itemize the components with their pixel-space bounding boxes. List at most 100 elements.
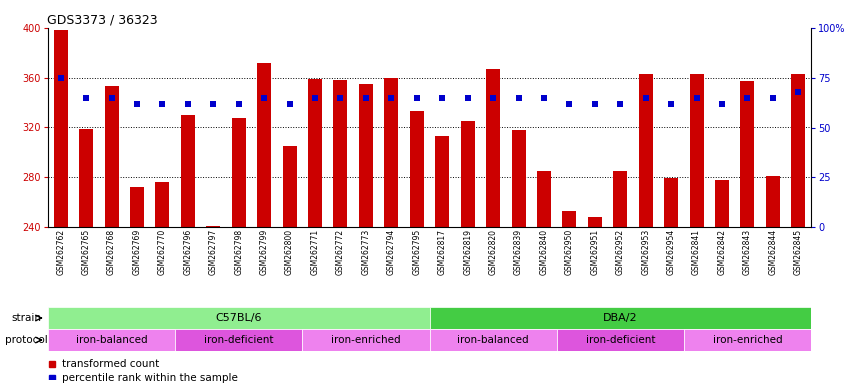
Text: iron-balanced: iron-balanced [76, 335, 147, 345]
Point [486, 94, 500, 101]
Bar [613, 171, 627, 227]
Point [436, 94, 449, 101]
Text: GSM262951: GSM262951 [591, 228, 599, 275]
Bar [302, 329, 430, 351]
Bar [130, 187, 144, 227]
Point [105, 94, 118, 101]
Point [613, 101, 627, 107]
Bar [48, 308, 430, 329]
Text: iron-balanced: iron-balanced [458, 335, 529, 345]
Text: percentile rank within the sample: percentile rank within the sample [62, 372, 238, 382]
Bar [333, 80, 348, 227]
Text: GSM262773: GSM262773 [361, 228, 371, 275]
Point [181, 101, 195, 107]
Point [410, 94, 424, 101]
Point [537, 94, 551, 101]
Bar [384, 78, 398, 227]
Bar [105, 86, 118, 227]
Point [156, 101, 169, 107]
Point [563, 101, 576, 107]
Point [54, 74, 68, 81]
Point [206, 101, 220, 107]
Bar [486, 69, 500, 227]
Point [766, 94, 780, 101]
Point [257, 94, 271, 101]
Text: GSM262797: GSM262797 [209, 228, 217, 275]
Text: GSM262842: GSM262842 [717, 228, 727, 275]
Point [232, 101, 245, 107]
Bar [664, 179, 678, 227]
Text: GSM262796: GSM262796 [184, 228, 192, 275]
Bar [461, 121, 475, 227]
Text: C57BL/6: C57BL/6 [216, 313, 262, 323]
Bar [557, 329, 684, 351]
Bar [791, 74, 805, 227]
Point [360, 94, 373, 101]
Point [80, 94, 93, 101]
Point [792, 89, 805, 95]
Bar [283, 146, 297, 227]
Text: GSM262845: GSM262845 [794, 228, 803, 275]
Bar [715, 180, 729, 227]
Bar [232, 118, 245, 227]
Text: GSM262820: GSM262820 [489, 228, 497, 275]
Bar [563, 211, 576, 227]
Text: GSM262800: GSM262800 [285, 228, 294, 275]
Text: strain: strain [11, 313, 41, 323]
Text: GSM262843: GSM262843 [743, 228, 752, 275]
Point [639, 94, 652, 101]
Point [333, 94, 347, 101]
Text: GSM262952: GSM262952 [616, 228, 624, 275]
Text: GSM262772: GSM262772 [336, 228, 345, 275]
Text: GSM262768: GSM262768 [107, 228, 116, 275]
Bar [588, 217, 602, 227]
Text: GSM262794: GSM262794 [387, 228, 396, 275]
Bar [512, 130, 525, 227]
Bar [689, 74, 704, 227]
Text: GSM262950: GSM262950 [565, 228, 574, 275]
Bar [639, 74, 652, 227]
Bar [684, 329, 811, 351]
Text: GSM262765: GSM262765 [82, 228, 91, 275]
Point [130, 101, 144, 107]
Text: iron-deficient: iron-deficient [585, 335, 655, 345]
Text: GSM262840: GSM262840 [540, 228, 548, 275]
Point [308, 94, 321, 101]
Bar [175, 329, 302, 351]
Bar [766, 176, 780, 227]
Bar [181, 115, 195, 227]
Text: protocol: protocol [5, 335, 47, 345]
Text: DBA/2: DBA/2 [603, 313, 638, 323]
Bar [359, 84, 373, 227]
Point [588, 101, 602, 107]
Bar [537, 171, 551, 227]
Text: GSM262769: GSM262769 [133, 228, 141, 275]
Bar [308, 79, 322, 227]
Bar [48, 329, 175, 351]
Point [715, 101, 728, 107]
Text: transformed count: transformed count [62, 359, 159, 369]
Point [283, 101, 296, 107]
Point [385, 94, 398, 101]
Point [664, 101, 678, 107]
Bar [156, 182, 169, 227]
Bar [430, 308, 811, 329]
Text: iron-deficient: iron-deficient [204, 335, 273, 345]
Text: GSM262799: GSM262799 [260, 228, 269, 275]
Text: GSM262771: GSM262771 [310, 228, 320, 275]
Point [461, 94, 475, 101]
Bar [435, 136, 449, 227]
Text: GSM262819: GSM262819 [463, 228, 472, 275]
Text: GSM262953: GSM262953 [641, 228, 651, 275]
Bar [409, 111, 424, 227]
Text: GSM262762: GSM262762 [56, 228, 65, 275]
Bar [80, 129, 93, 227]
Text: GSM262839: GSM262839 [514, 228, 523, 275]
Text: GDS3373 / 36323: GDS3373 / 36323 [47, 14, 158, 27]
Point [740, 94, 754, 101]
Text: GSM262770: GSM262770 [158, 228, 167, 275]
Text: GSM262795: GSM262795 [412, 228, 421, 275]
Bar [430, 329, 557, 351]
Bar [257, 63, 272, 227]
Point [689, 94, 703, 101]
